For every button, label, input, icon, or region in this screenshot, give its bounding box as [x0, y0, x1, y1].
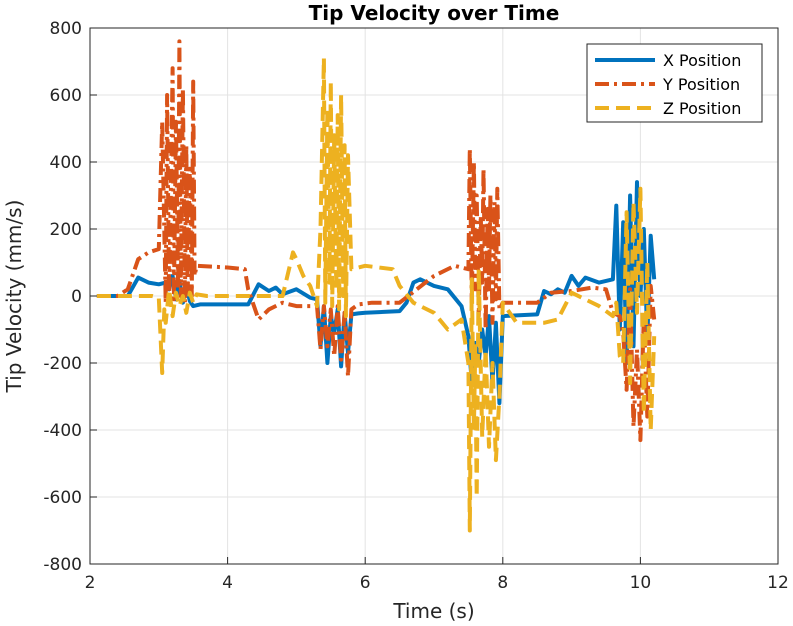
y-tick-label: 400	[50, 153, 82, 173]
y-tick-label: -200	[43, 354, 82, 374]
chart-title: Tip Velocity over Time	[309, 1, 560, 25]
series-line-z-position	[96, 56, 657, 533]
y-axis-label: Tip Velocity (mm/s)	[2, 200, 26, 394]
x-tick-label: 12	[767, 573, 789, 593]
legend-label-y: Y Position	[662, 75, 740, 94]
y-tick-label: 800	[50, 19, 82, 39]
x-tick-label: 10	[630, 573, 652, 593]
legend-label-x: X Position	[663, 51, 741, 70]
y-tick-label: 200	[50, 220, 82, 240]
x-axis-label: Time (s)	[392, 599, 474, 623]
x-tick-label: 2	[85, 573, 96, 593]
y-tick-label: 600	[50, 86, 82, 106]
y-tick-label: 0	[71, 287, 82, 307]
legend: X Position Y Position Z Position	[586, 43, 763, 123]
series-line-x-position	[96, 180, 657, 406]
legend-label-z: Z Position	[663, 99, 741, 118]
x-tick-label: 8	[497, 573, 508, 593]
x-tick-label: 6	[360, 573, 371, 593]
y-ticks: -800 -600 -400 -200 0 200 400 600 800	[43, 19, 97, 575]
x-tick-label: 4	[222, 573, 233, 593]
x-ticks: 2 4 6 8 10 12	[85, 557, 789, 593]
y-tick-label: -600	[43, 488, 82, 508]
y-tick-label: -800	[43, 555, 82, 575]
y-tick-label: -400	[43, 421, 82, 441]
series-layer	[96, 39, 657, 533]
